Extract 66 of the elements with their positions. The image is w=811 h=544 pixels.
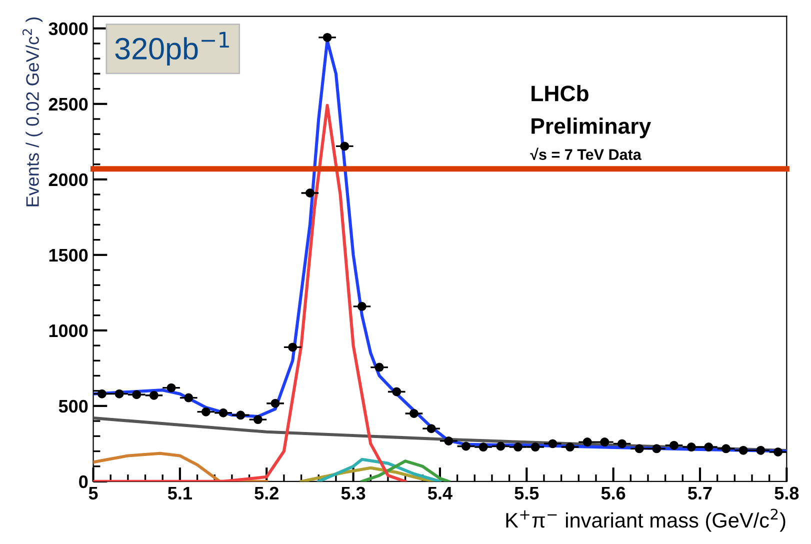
- annotation: √s = 7 TeV Data: [530, 148, 642, 160]
- point: [149, 390, 158, 400]
- point: [513, 442, 522, 452]
- point: [236, 410, 246, 420]
- x-tick-label: 5.2: [254, 486, 278, 500]
- point: [288, 342, 298, 352]
- point: [444, 436, 454, 446]
- point: [582, 438, 592, 447]
- point: [600, 438, 610, 447]
- line-series: [360, 460, 450, 482]
- x-tick-label: 5.1: [168, 486, 192, 500]
- x-axis-title: K$^{+}$π$^{−}$ invariant mass (GeV/c$^{2}$): [506, 508, 786, 532]
- point: [530, 442, 540, 452]
- y-tick-label: 500: [58, 400, 88, 413]
- x-tick-label: 5.5: [514, 486, 539, 500]
- point: [184, 393, 194, 402]
- x-tick-label: 5.3: [341, 486, 366, 500]
- point: [201, 407, 210, 416]
- point: [357, 302, 366, 311]
- point: [132, 390, 142, 400]
- y-tick-label: 1000: [49, 324, 88, 338]
- y-tick-label: 2500: [48, 98, 88, 111]
- point: [722, 444, 730, 454]
- point: [774, 447, 782, 456]
- annotation: Preliminary: [532, 118, 652, 138]
- y-tick-label: 3000: [48, 22, 88, 36]
- x-tick-label: 5: [88, 486, 98, 500]
- point: [166, 383, 176, 392]
- point: [738, 446, 748, 455]
- point: [461, 442, 470, 451]
- point: [704, 442, 714, 452]
- point: [617, 439, 626, 448]
- point: [97, 389, 106, 398]
- line-series: [93, 104, 407, 482]
- x-tick-label: 5.6: [601, 486, 626, 500]
- annotation: LHCb: [532, 85, 588, 102]
- point: [669, 440, 678, 450]
- point: [374, 362, 384, 372]
- point: [565, 442, 574, 452]
- line-series: [317, 458, 442, 482]
- y-tick-label: 0: [79, 475, 88, 488]
- point: [392, 387, 402, 396]
- point: [270, 398, 280, 408]
- line-series: [93, 416, 787, 452]
- point: [409, 408, 418, 418]
- point: [548, 439, 558, 448]
- point: [114, 389, 124, 398]
- point: [756, 446, 766, 455]
- point: [218, 408, 228, 418]
- point: [478, 442, 488, 452]
- point: [305, 188, 314, 198]
- point: [686, 442, 696, 452]
- point: [340, 142, 350, 151]
- point: [496, 442, 506, 451]
- point: [634, 444, 644, 454]
- x-tick-label: 5.7: [688, 486, 712, 500]
- x-tick-label: 5.4: [428, 486, 452, 500]
- y-axis-title: Events / ( 0.02 GeV/c$^{2}$ ): [22, 17, 42, 206]
- point: [652, 444, 662, 454]
- point: [322, 32, 332, 42]
- point: [253, 415, 262, 424]
- point: [426, 424, 436, 434]
- y-tick-label: 1500: [49, 248, 88, 262]
- x-tick-label: 5.8: [774, 486, 799, 500]
- y-tick-label: 2000: [48, 173, 88, 186]
- annotation: 320pb$^{−1}$: [115, 32, 229, 66]
